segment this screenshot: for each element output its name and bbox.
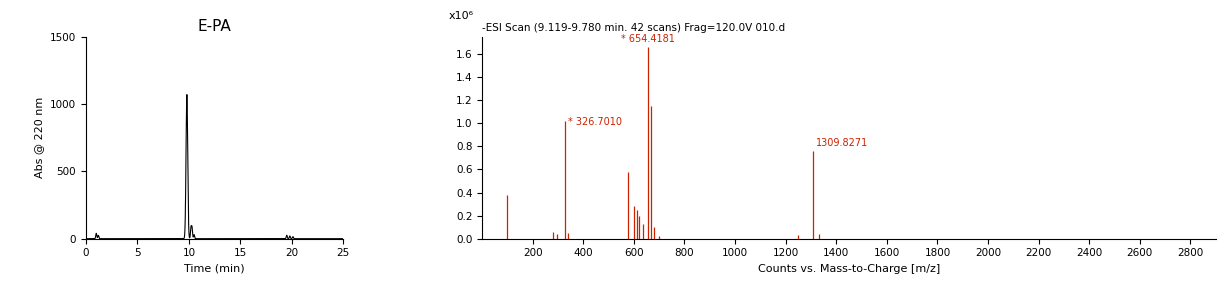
X-axis label: Counts vs. Mass-to-Charge [m/z]: Counts vs. Mass-to-Charge [m/z] xyxy=(758,264,941,274)
Text: * 326.7010: * 326.7010 xyxy=(567,117,621,127)
Text: * 654.4181: * 654.4181 xyxy=(620,34,674,44)
Text: 1309.8271: 1309.8271 xyxy=(815,137,868,147)
X-axis label: Time (min): Time (min) xyxy=(184,264,244,274)
Y-axis label: Abs @ 220 nm: Abs @ 220 nm xyxy=(34,97,44,178)
Title: E-PA: E-PA xyxy=(198,19,232,34)
Text: x10⁶: x10⁶ xyxy=(449,11,474,21)
Text: -ESI Scan (9.119-9.780 min. 42 scans) Frag=120.0V 010.d: -ESI Scan (9.119-9.780 min. 42 scans) Fr… xyxy=(483,23,785,33)
